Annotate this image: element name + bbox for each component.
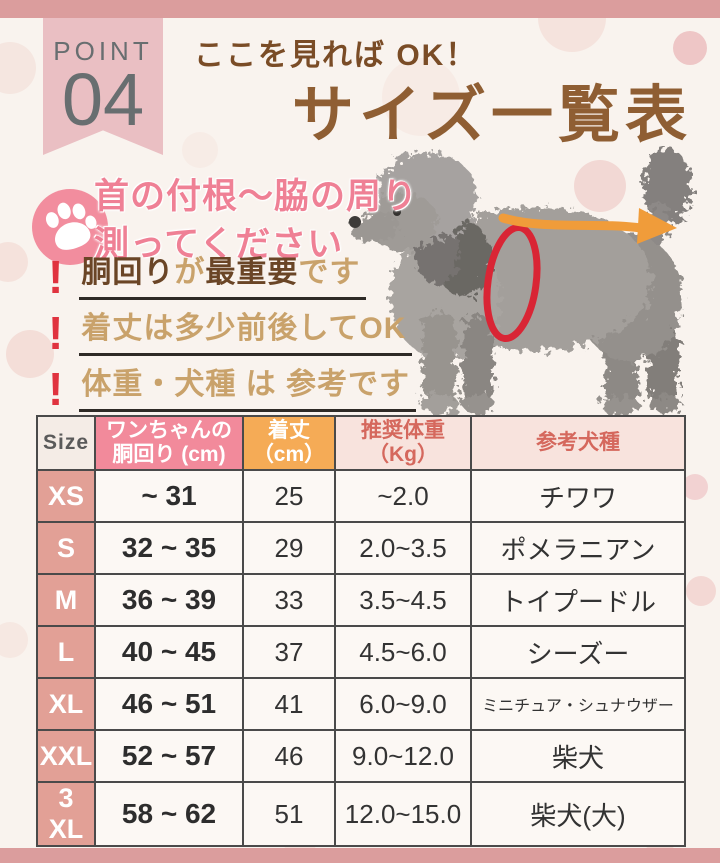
column-header: 着丈 （cm） xyxy=(242,415,336,471)
cell-breed: ミニチュア・シュナウザー xyxy=(470,677,686,731)
cell-size: 3 XL xyxy=(36,781,96,847)
note-segment: 着丈は多少前後してOK xyxy=(81,312,407,345)
exclamation-icon: ! xyxy=(48,307,64,359)
table-row: XXL 52 ~ 57 46 9.0~12.0 柴犬 xyxy=(36,729,686,783)
cell-girth: 58 ~ 62 xyxy=(94,781,244,847)
cell-weight: 9.0~12.0 xyxy=(334,729,472,783)
cell-weight: 6.0~9.0 xyxy=(334,677,472,731)
polka-dot xyxy=(6,330,54,378)
cell-length: 33 xyxy=(242,573,336,627)
polka-dot xyxy=(574,160,626,212)
notes-list: ! 胴回りが最重要です! 着丈は多少前後してOK! 体重・犬種 は 参考です xyxy=(48,251,416,415)
note-segment: 体重・犬種 は 参考です xyxy=(81,368,410,401)
column-header: 推奨体重 （Kg） xyxy=(334,415,472,471)
note-segment: が xyxy=(174,256,206,289)
dog-nose xyxy=(349,216,361,228)
cell-weight: 2.0~3.5 xyxy=(334,521,472,575)
polka-dot xyxy=(0,242,28,282)
note-text: 体重・犬種 は 参考です xyxy=(79,368,416,412)
polka-dot xyxy=(686,576,716,606)
cell-size: L xyxy=(36,625,96,679)
measure-callout-line1: 首の付根～脇の周り xyxy=(94,177,419,216)
cell-girth: 52 ~ 57 xyxy=(94,729,244,783)
paw-icon xyxy=(32,189,108,265)
tagline: ここを見れば OK！ xyxy=(194,39,478,72)
table-row: M 36 ~ 39 33 3.5~4.5 トイプードル xyxy=(36,573,686,627)
cell-size: XXL xyxy=(36,729,96,783)
size-table-body: XS ~ 31 25 ~2.0 チワワ S 32 ~ 35 29 2.0~3.5 ポメラニアン M 3… xyxy=(36,469,686,847)
cell-girth: 36 ~ 39 xyxy=(94,573,244,627)
cell-breed: シーズー xyxy=(470,625,686,679)
note-segment-emphasis: 胴回り xyxy=(81,256,175,289)
point-badge-number: 04 xyxy=(61,58,145,141)
cell-girth: 32 ~ 35 xyxy=(94,521,244,575)
note-segment: です xyxy=(298,256,361,289)
cell-weight: 12.0~15.0 xyxy=(334,781,472,847)
size-table: Size ワンちゃんの 胴回り (cm) 着丈 （cm） 推奨体重 （Kg） 参考犬種 … xyxy=(36,415,686,847)
column-header: ワンちゃんの 胴回り (cm) xyxy=(94,415,244,471)
cell-size: S xyxy=(36,521,96,575)
cell-length: 29 xyxy=(242,521,336,575)
table-row: XL 46 ~ 51 41 6.0~9.0 ミニチュア・シュナウザー xyxy=(36,677,686,731)
note-line: ! 胴回りが最重要です xyxy=(48,251,416,303)
back-length-arrowhead xyxy=(637,208,677,244)
cell-size: M xyxy=(36,573,96,627)
measure-callout-line2: 測ってください xyxy=(94,224,344,264)
point-badge-label: POINT xyxy=(53,36,153,66)
cell-girth: 46 ~ 51 xyxy=(94,677,244,731)
exclamation-icon: ! xyxy=(48,363,64,415)
cell-length: 51 xyxy=(242,781,336,847)
table-row: 3 XL 58 ~ 62 51 12.0~15.0 柴犬(大) xyxy=(36,781,686,847)
table-row: L 40 ~ 45 37 4.5~6.0 シーズー xyxy=(36,625,686,679)
table-row: S 32 ~ 35 29 2.0~3.5 ポメラニアン xyxy=(36,521,686,575)
cell-weight: ~2.0 xyxy=(334,469,472,523)
column-header: 参考犬種 xyxy=(470,415,686,471)
polka-dot xyxy=(0,42,36,94)
polka-dot xyxy=(0,622,28,658)
dog-body-illustration xyxy=(351,148,691,416)
note-text: 胴回りが最重要です xyxy=(79,256,367,300)
measure-callout: 首の付根～脇の周り 測ってください xyxy=(94,173,418,268)
header-row: Size ワンちゃんの 胴回り (cm) 着丈 （cm） 推奨体重 （Kg） 参考犬種 xyxy=(36,415,686,471)
polka-dot xyxy=(182,132,218,168)
size-table-header: Size ワンちゃんの 胴回り (cm) 着丈 （cm） 推奨体重 （Kg） 参考犬種 xyxy=(36,415,686,471)
note-text: 着丈は多少前後してOK xyxy=(79,312,413,356)
dog-eye xyxy=(393,208,401,216)
cell-length: 25 xyxy=(242,469,336,523)
page-title: サイズ一覧表 xyxy=(291,81,692,150)
cell-breed: 柴犬(大) xyxy=(470,781,686,847)
note-segment-emphasis: 最重要 xyxy=(205,256,299,289)
cell-weight: 4.5~6.0 xyxy=(334,625,472,679)
cell-length: 46 xyxy=(242,729,336,783)
top-border-bar xyxy=(0,0,720,18)
cell-size: XL xyxy=(36,677,96,731)
cell-girth: ~ 31 xyxy=(94,469,244,523)
polka-dot xyxy=(673,31,707,65)
cell-length: 37 xyxy=(242,625,336,679)
note-line: ! 体重・犬種 は 参考です xyxy=(48,363,416,415)
cell-size: XS xyxy=(36,469,96,523)
cell-breed: トイプードル xyxy=(470,573,686,627)
cell-breed: 柴犬 xyxy=(470,729,686,783)
cell-breed: チワワ xyxy=(470,469,686,523)
back-length-arrow xyxy=(498,213,646,233)
dog-photo xyxy=(345,146,715,418)
note-line: ! 着丈は多少前後してOK xyxy=(48,307,416,359)
cell-weight: 3.5~4.5 xyxy=(334,573,472,627)
exclamation-icon: ! xyxy=(48,251,64,303)
cell-breed: ポメラニアン xyxy=(470,521,686,575)
polka-dot xyxy=(382,58,460,136)
column-header: Size xyxy=(36,415,96,471)
point-badge: POINT 04 xyxy=(43,18,163,155)
girth-measure-ellipse xyxy=(483,223,541,343)
bottom-border-bar xyxy=(0,848,720,863)
cell-length: 41 xyxy=(242,677,336,731)
table-row: XS ~ 31 25 ~2.0 チワワ xyxy=(36,469,686,523)
cell-girth: 40 ~ 45 xyxy=(94,625,244,679)
polka-dot xyxy=(682,474,708,500)
